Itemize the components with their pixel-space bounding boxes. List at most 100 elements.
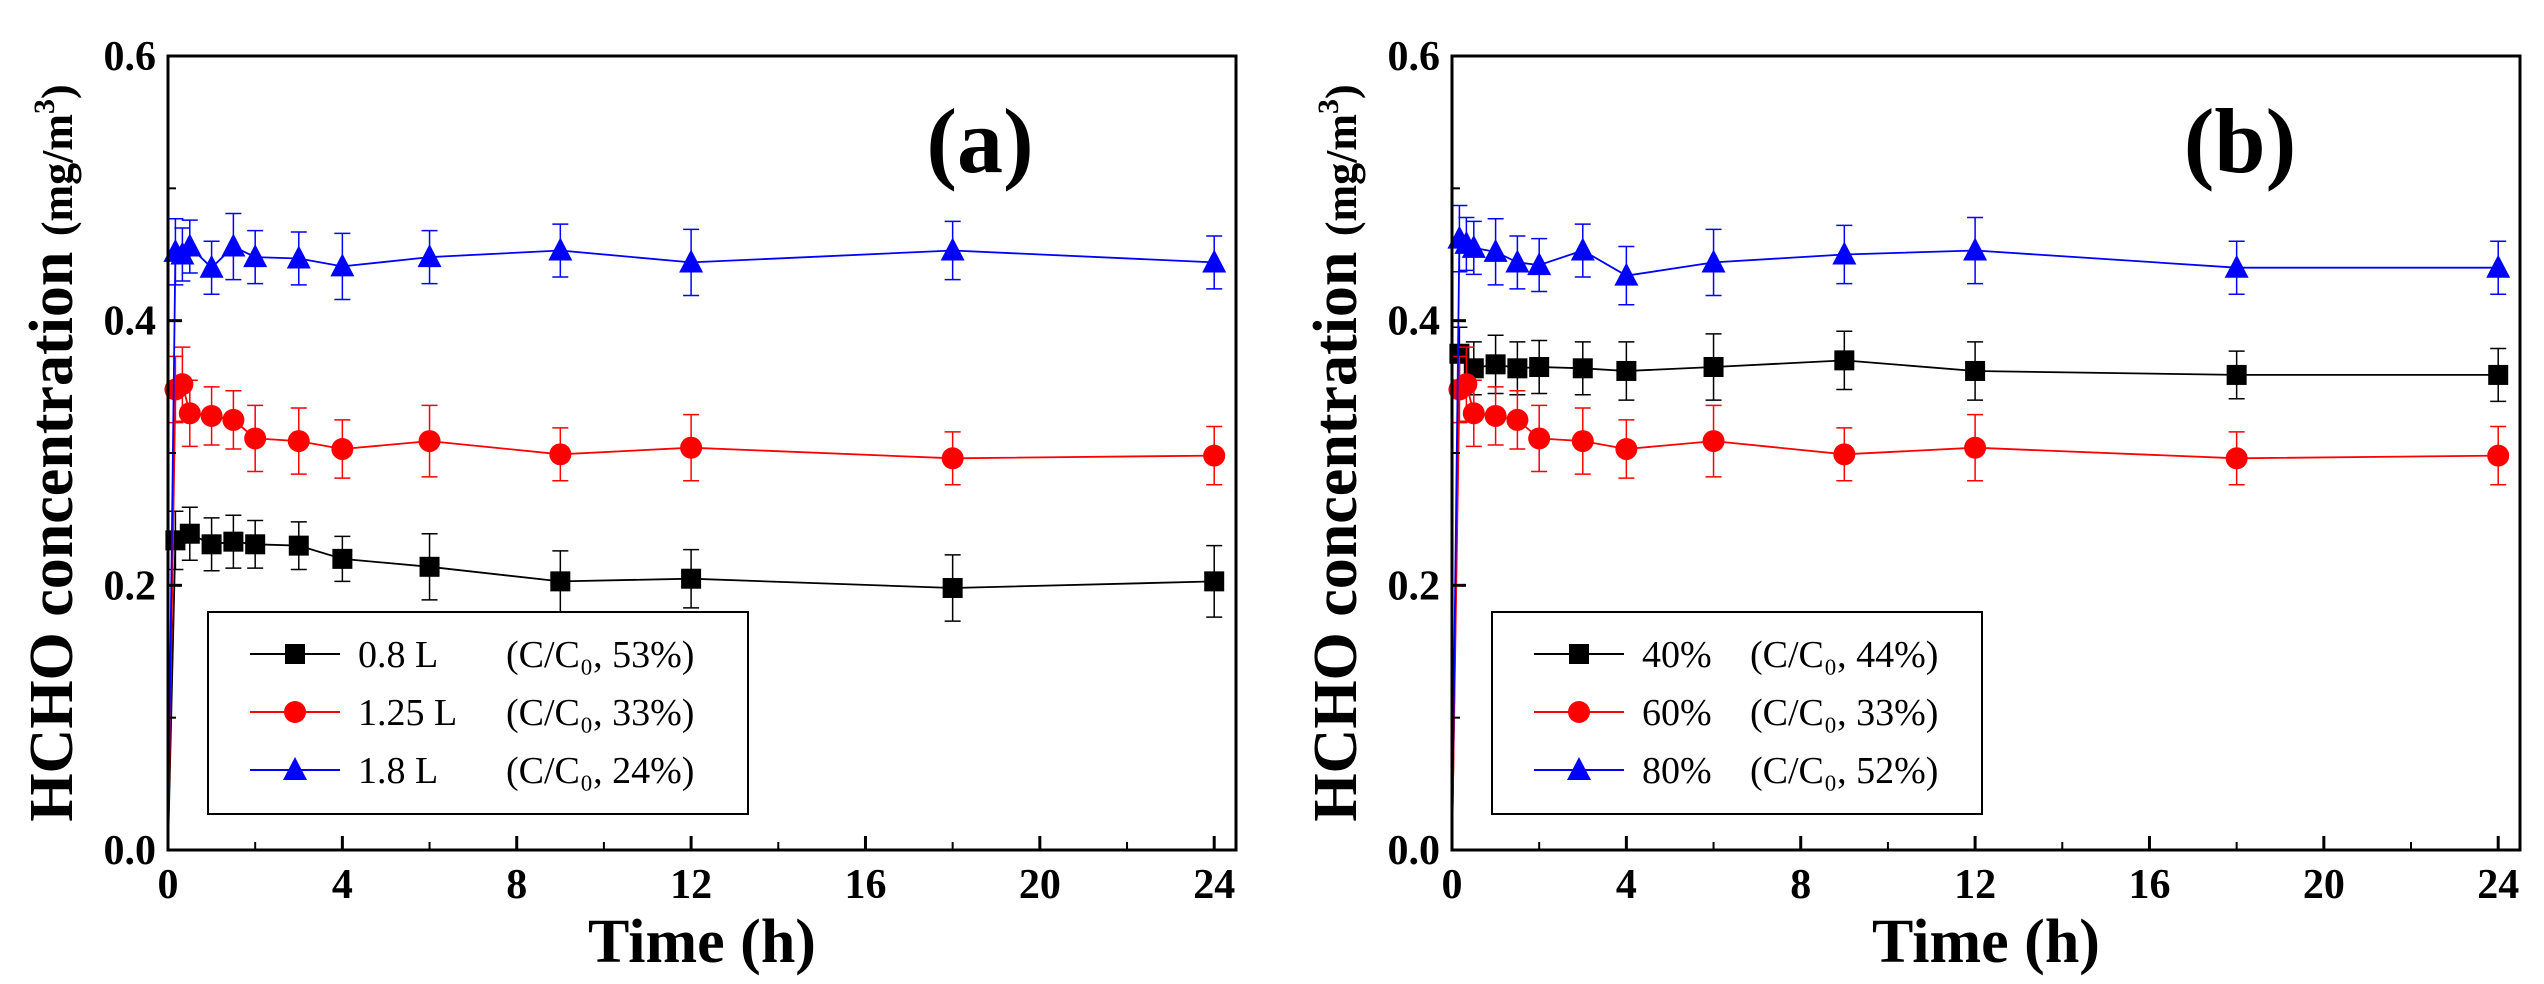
data-point	[243, 244, 268, 268]
legend-note: (C/C₀, 52%)	[1750, 750, 1938, 792]
y-axis-title-main: HCHO concentration	[18, 236, 86, 822]
x-tick-label: 0	[158, 862, 179, 908]
data-point	[2225, 447, 2248, 470]
data-point	[1616, 360, 1637, 381]
legend-label: 1.8 L	[358, 750, 438, 792]
data-point	[1834, 350, 1855, 371]
series-1	[164, 346, 1226, 851]
data-point	[178, 402, 201, 425]
data-point	[244, 427, 267, 450]
series-0	[165, 506, 1225, 851]
legend-item-1: 60% (C/C₀, 33%)	[1534, 692, 1938, 734]
y-axis-title-unit-close: )	[33, 84, 82, 99]
data-point	[200, 404, 223, 427]
data-point	[171, 373, 194, 396]
y-axis-title-unit-sup: 3	[28, 99, 61, 114]
legend-item-2: 1.8 L (C/C₀, 24%)	[250, 750, 694, 792]
data-point	[1484, 404, 1507, 427]
data-point	[2488, 364, 2509, 385]
legend-note: (C/C₀, 53%)	[506, 634, 694, 676]
data-point	[1964, 436, 1987, 459]
data-point	[940, 237, 965, 261]
data-point	[1833, 443, 1856, 466]
data-point	[199, 254, 224, 278]
legend-label: 80%	[1642, 750, 1712, 792]
legend-marker	[284, 701, 306, 723]
data-point	[941, 447, 964, 470]
data-point	[1570, 237, 1595, 261]
data-point	[681, 568, 702, 589]
series-1	[1448, 346, 2510, 851]
data-point	[1832, 241, 1857, 265]
y-tick-label: 0.2	[104, 563, 157, 609]
y-axis-title-unit-sup: 3	[1312, 99, 1345, 114]
legend-marker	[1568, 701, 1590, 723]
x-axis-title: Time (h)	[1872, 908, 2100, 976]
x-tick-label: 0	[1442, 862, 1463, 908]
y-tick-label: 0.6	[1388, 34, 1441, 80]
data-point	[1505, 249, 1530, 273]
data-point	[1462, 402, 1485, 425]
x-tick-label: 8	[1790, 862, 1811, 908]
legend-note: (C/C₀, 24%)	[506, 750, 694, 792]
legend-label: 1.25 L	[358, 692, 457, 734]
legend-marker	[285, 644, 305, 664]
data-point	[1572, 358, 1593, 379]
data-point	[286, 245, 311, 269]
data-point	[680, 436, 703, 459]
data-point	[332, 548, 353, 569]
y-axis-title: HCHO concentration (mg/m3)	[18, 84, 86, 821]
y-axis-title-unit: (mg/m	[1317, 114, 1366, 236]
legend-note: (C/C₀, 44%)	[1750, 634, 1938, 676]
data-point	[1204, 571, 1225, 592]
data-point	[1963, 237, 1988, 261]
x-tick-label: 20	[2303, 862, 2345, 908]
data-point	[1455, 373, 1478, 396]
x-tick-label: 16	[844, 862, 886, 908]
panel-label: (a)	[926, 90, 1033, 192]
y-tick-label: 0.0	[1388, 828, 1441, 874]
y-tick-label: 0.0	[104, 828, 157, 874]
legend-note: (C/C₀, 33%)	[506, 692, 694, 734]
data-point	[417, 244, 442, 268]
data-point	[2226, 364, 2247, 385]
legend: 0.8 L (C/C₀, 53%) 1.25 L (C/C₀, 33%) 1.8 L (C…	[207, 611, 749, 815]
y-tick-label: 0.2	[1388, 563, 1441, 609]
chart-panel-a: 0 4 8 12 16 20 24 0.0 0.2 0.4 0.6 Time (h) HCHO conc…	[18, 34, 1238, 976]
chart-panel-b: 0 4 8 12 16 20 24 0.0 0.2 0.4 0.6 Time (h) HCHO conc…	[1302, 34, 2522, 976]
legend-label: 0.8 L	[358, 634, 438, 676]
legend-item-1: 1.25 L (C/C₀, 33%)	[250, 692, 694, 734]
data-point	[1528, 427, 1551, 450]
data-point	[287, 430, 310, 453]
y-tick-label: 0.6	[104, 34, 157, 80]
data-point	[1571, 430, 1594, 453]
data-point	[179, 523, 200, 544]
data-point	[1202, 249, 1227, 273]
legend-note: (C/C₀, 33%)	[1750, 692, 1938, 734]
legend-item-2: 80% (C/C₀, 52%)	[1534, 750, 1938, 792]
data-point	[1703, 356, 1724, 377]
data-point	[549, 443, 572, 466]
x-tick-label: 8	[506, 862, 527, 908]
x-tick-label: 4	[1616, 862, 1637, 908]
x-tick-label: 20	[1019, 862, 1061, 908]
data-point	[1507, 358, 1528, 379]
x-tick-label: 24	[2477, 862, 2519, 908]
data-point	[419, 556, 440, 577]
y-axis-title: HCHO concentration (mg/m3)	[1302, 84, 1370, 821]
data-point	[1527, 252, 1552, 276]
data-point	[2486, 254, 2511, 278]
x-tick-label: 24	[1193, 862, 1235, 908]
data-point	[550, 571, 571, 592]
data-point	[1463, 358, 1484, 379]
legend-label: 40%	[1642, 634, 1712, 676]
y-tick-label: 0.4	[1388, 299, 1441, 345]
y-tick-label: 0.4	[104, 299, 157, 345]
data-point	[1701, 249, 1726, 273]
legend-label: 60%	[1642, 692, 1712, 734]
x-axis-title: Time (h)	[588, 908, 816, 976]
y-axis-title-main: HCHO concentration	[1302, 236, 1370, 822]
data-point	[1615, 438, 1638, 461]
x-tick-label: 12	[670, 862, 712, 908]
